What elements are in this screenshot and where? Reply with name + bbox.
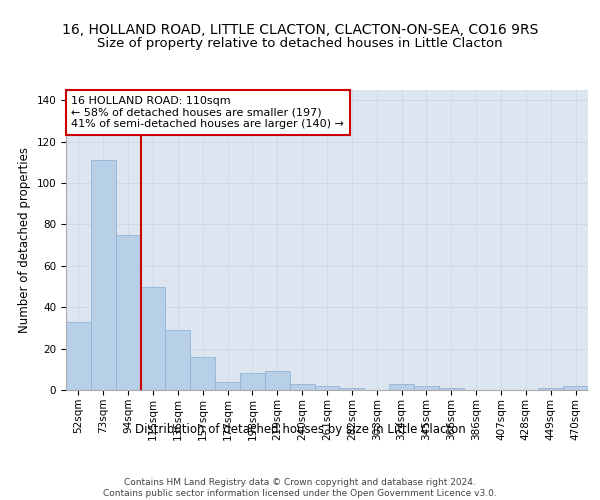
Bar: [190, 357, 215, 390]
Y-axis label: Number of detached properties: Number of detached properties: [18, 147, 31, 333]
Bar: [389, 384, 414, 390]
Bar: [414, 386, 439, 390]
Bar: [116, 235, 140, 390]
Bar: [215, 382, 240, 390]
Text: Distribution of detached houses by size in Little Clacton: Distribution of detached houses by size …: [134, 422, 466, 436]
Text: 16 HOLLAND ROAD: 110sqm
← 58% of detached houses are smaller (197)
41% of semi-d: 16 HOLLAND ROAD: 110sqm ← 58% of detache…: [71, 96, 344, 129]
Bar: [538, 388, 563, 390]
Bar: [166, 330, 190, 390]
Text: 16, HOLLAND ROAD, LITTLE CLACTON, CLACTON-ON-SEA, CO16 9RS: 16, HOLLAND ROAD, LITTLE CLACTON, CLACTO…: [62, 22, 538, 36]
Text: Contains HM Land Registry data © Crown copyright and database right 2024.
Contai: Contains HM Land Registry data © Crown c…: [103, 478, 497, 498]
Bar: [240, 374, 265, 390]
Text: Size of property relative to detached houses in Little Clacton: Size of property relative to detached ho…: [97, 38, 503, 51]
Bar: [340, 388, 364, 390]
Bar: [563, 386, 588, 390]
Bar: [66, 322, 91, 390]
Bar: [439, 388, 464, 390]
Bar: [91, 160, 116, 390]
Bar: [290, 384, 314, 390]
Bar: [265, 372, 290, 390]
Bar: [314, 386, 340, 390]
Bar: [140, 286, 166, 390]
